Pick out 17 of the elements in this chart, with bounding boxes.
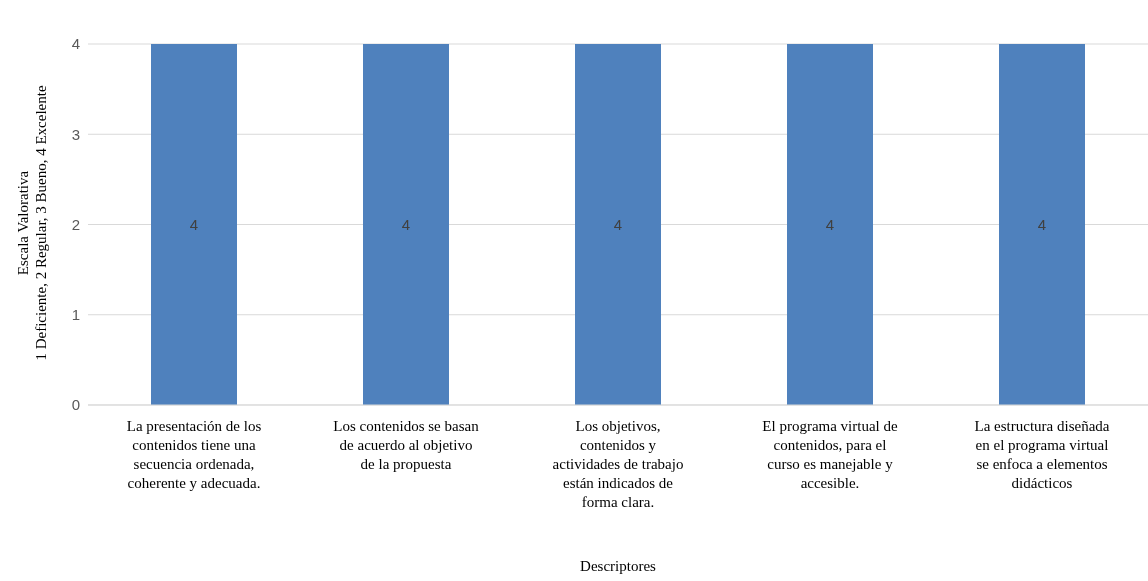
data-label: 4: [401, 215, 411, 233]
x-tick-label: Los objetivos, contenidos y actividades de trabajo están indicados de forma clara.: [552, 418, 684, 510]
y-tick-label: 4: [71, 35, 80, 53]
y-tick-label: 0: [71, 396, 80, 414]
y-axis-title: Escala Valorativa 1 Deficiente, 2 Regular, 3 Bueno, 4 Excelente: [15, 85, 49, 361]
data-label: 4: [1037, 215, 1047, 233]
x-tick-label: La estructura diseñada en el programa virtual se enfoca a elementos didácticos: [974, 418, 1110, 491]
y-tick-label: 1: [71, 306, 80, 324]
x-tick-label: Los contenidos se basan de acuerdo al objetivo de la propuesta: [333, 418, 480, 472]
x-tick-label: El programa virtual de contenidos, para el curso es manejable y accesible.: [762, 418, 899, 491]
y-tick-label: 3: [71, 125, 80, 143]
data-label: 4: [189, 215, 199, 233]
x-tick-label: La presentación de los contenidos tiene una secuencia ordenada, coherente y adecuada.: [126, 418, 262, 491]
y-tick-label: 2: [71, 215, 80, 233]
x-axis-title: Descriptores: [580, 558, 657, 574]
data-label: 4: [825, 215, 835, 233]
data-label: 4: [613, 215, 623, 233]
